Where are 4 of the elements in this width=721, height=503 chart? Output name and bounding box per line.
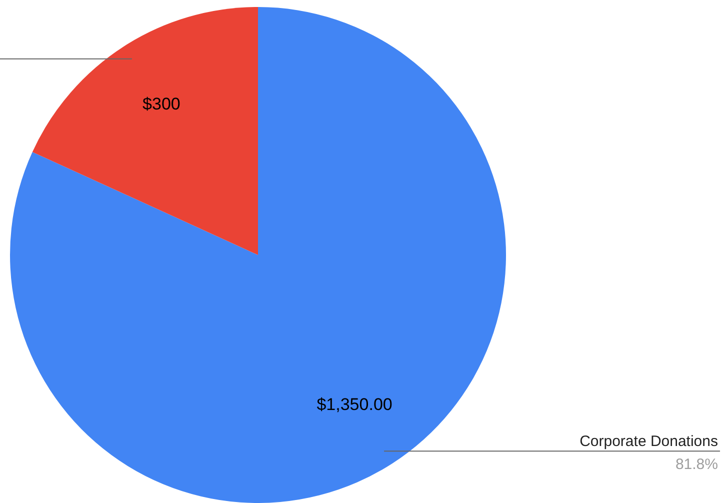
- text: 81.8%: [675, 456, 718, 474]
- data-label: $300: [142, 94, 180, 114]
- data-label: $1,350.00: [316, 394, 392, 414]
- slice-label: Corporate Donations: [580, 433, 718, 450]
